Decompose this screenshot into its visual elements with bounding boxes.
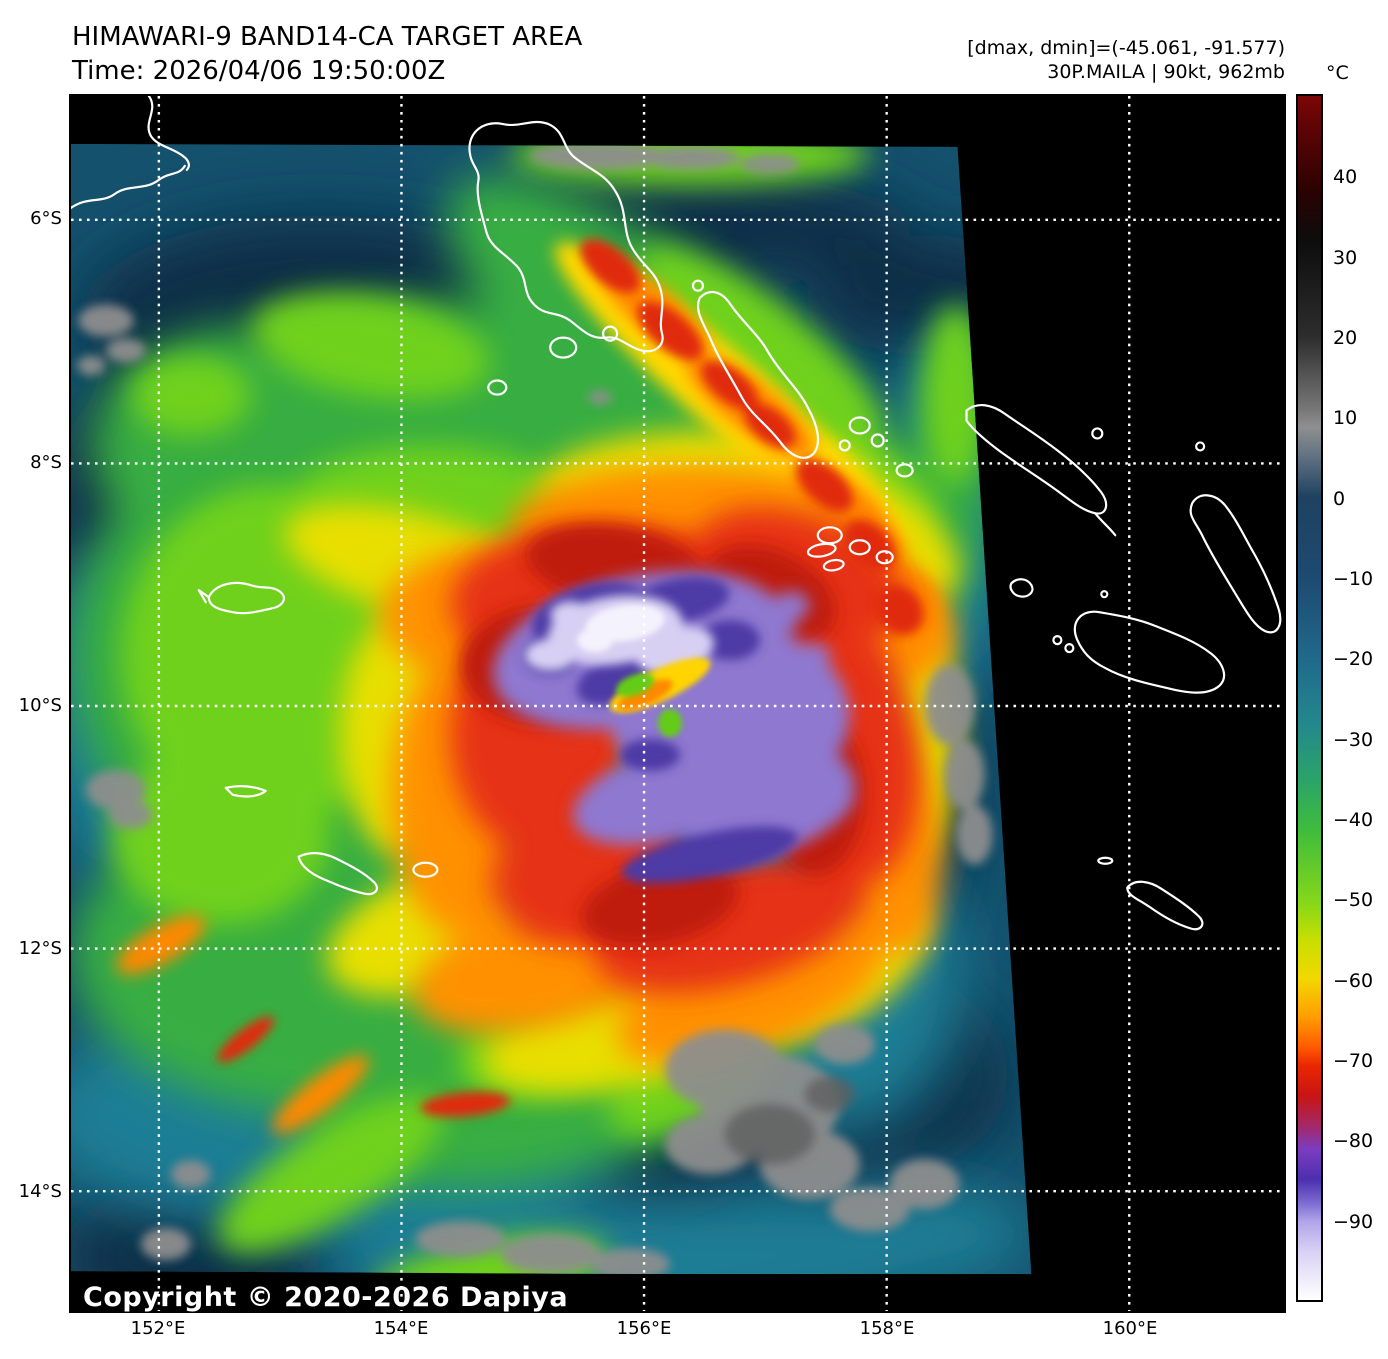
- gridlines: [71, 96, 1284, 1311]
- satellite-image: [71, 96, 1284, 1311]
- colorbar-tick: −20: [1333, 648, 1374, 670]
- colorbar-tick: −30: [1333, 729, 1374, 751]
- colorbar-tick: −60: [1333, 970, 1374, 992]
- colorbar-tick: −10: [1333, 568, 1374, 590]
- colorbar-tick: 0: [1333, 488, 1346, 510]
- colorbar-tick: 10: [1333, 407, 1358, 429]
- storm-stats: [dmax, dmin]=(-45.061, -91.577) 30P.MAIL…: [780, 36, 1285, 84]
- y-axis-label-12s: 12°S: [18, 938, 62, 959]
- colorbar-tick: 20: [1333, 327, 1358, 349]
- colorbar-tick: −50: [1333, 889, 1374, 911]
- colorbar-unit-label: °C: [1326, 62, 1349, 84]
- y-axis-label-14s: 14°S: [18, 1181, 62, 1202]
- x-axis-label-160e: 160°E: [1102, 1318, 1158, 1339]
- dmax-dmin-readout: [dmax, dmin]=(-45.061, -91.577): [967, 37, 1285, 59]
- colorbar-tick: −40: [1333, 809, 1374, 831]
- bottom-no-data-band: [71, 1274, 1284, 1311]
- colorbar-tick: 30: [1333, 247, 1358, 269]
- satellite-map: Copyright © 2020-2026 Dapiya: [69, 94, 1286, 1313]
- copyright-notice: Copyright © 2020-2026 Dapiya: [83, 1282, 569, 1313]
- y-axis-label-6s: 6°S: [30, 208, 62, 229]
- temperature-colorbar: [1296, 94, 1323, 1302]
- coastlines: [71, 96, 1282, 931]
- y-axis-label-10s: 10°S: [18, 695, 62, 716]
- x-axis-label-152e: 152°E: [130, 1318, 186, 1339]
- page-title: HIMAWARI-9 BAND14-CA TARGET AREA: [72, 22, 583, 52]
- y-axis-label-8s: 8°S: [30, 452, 62, 473]
- colorbar-tick: −80: [1333, 1130, 1374, 1152]
- cyclone-imagery: [71, 143, 1032, 1277]
- x-axis-label-156e: 156°E: [616, 1318, 672, 1339]
- x-axis-label-154e: 154°E: [373, 1318, 429, 1339]
- colorbar-tick: 40: [1333, 166, 1358, 188]
- timestamp: Time: 2026/04/06 19:50:00Z: [72, 56, 446, 86]
- storm-name-intensity: 30P.MAILA | 90kt, 962mb: [1047, 61, 1285, 83]
- colorbar-tick: −70: [1333, 1050, 1374, 1072]
- x-axis-label-158e: 158°E: [859, 1318, 915, 1339]
- colorbar-tick: −90: [1333, 1211, 1374, 1233]
